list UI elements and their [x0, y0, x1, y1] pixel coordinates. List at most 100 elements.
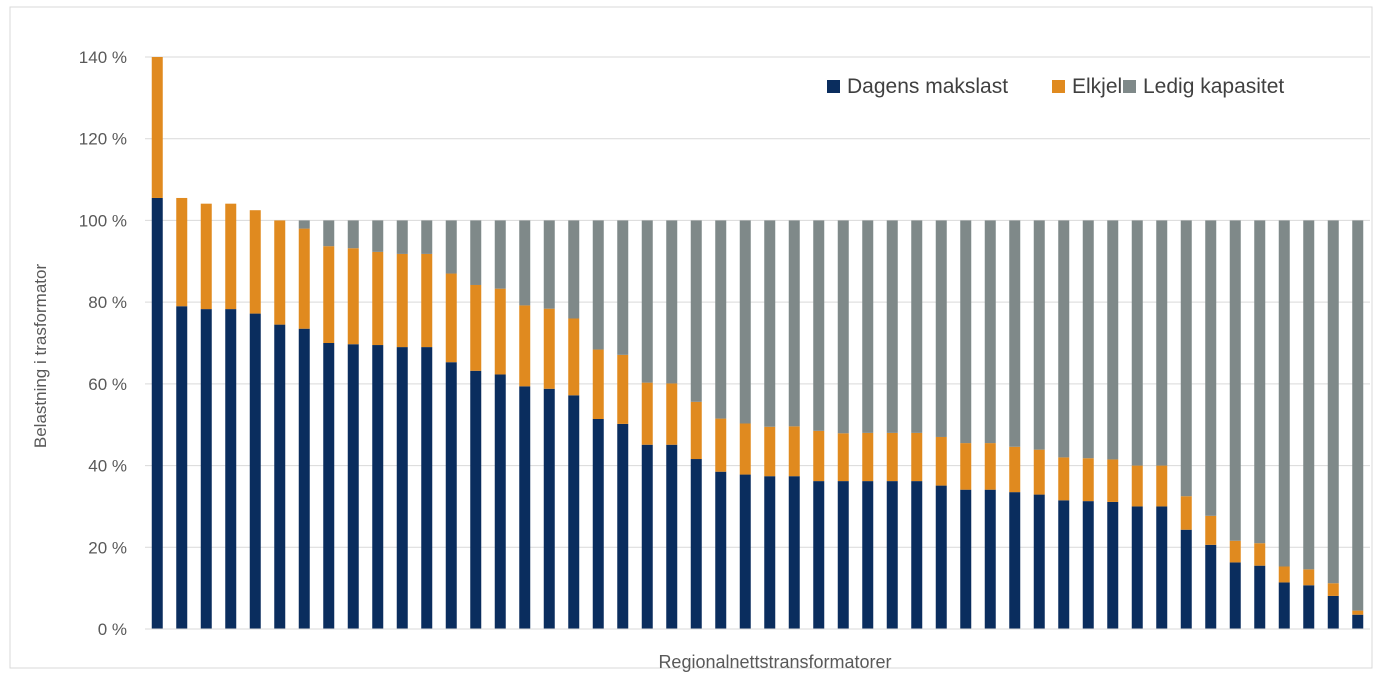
bar-segment-elkjel — [715, 418, 727, 472]
bar-stack — [176, 197, 188, 629]
bar-segment-elkjel — [1033, 449, 1045, 495]
bar-segment-ledig-kapasitet — [935, 220, 947, 437]
bar-stack — [1107, 220, 1119, 629]
bar-segment-dagens-makslast — [445, 362, 457, 629]
bar-segment-elkjel — [1131, 465, 1143, 507]
bar-segment-elkjel — [200, 203, 212, 310]
bar-segment-elkjel — [837, 433, 849, 482]
bar-stack — [1303, 220, 1315, 629]
bar-segment-ledig-kapasitet — [1058, 220, 1070, 458]
bar-segment-dagens-makslast — [911, 481, 923, 629]
bar-segment-ledig-kapasitet — [445, 220, 457, 274]
bar-stack — [739, 220, 751, 629]
bar-segment-ledig-kapasitet — [666, 220, 678, 384]
bar-segment-dagens-makslast — [935, 485, 947, 629]
bar-segment-ledig-kapasitet — [886, 220, 898, 433]
x-axis-title: Regionalnettstransformatorer — [658, 652, 891, 672]
bar-stack — [715, 220, 727, 629]
bar-segment-elkjel — [911, 432, 923, 482]
bar-stack — [813, 220, 825, 629]
bar-segment-dagens-makslast — [1156, 506, 1168, 629]
bar-segment-dagens-makslast — [592, 418, 604, 629]
bar-segment-ledig-kapasitet — [641, 220, 653, 383]
bar-segment-ledig-kapasitet — [396, 220, 408, 254]
bar-segment-ledig-kapasitet — [1107, 220, 1119, 460]
bar-segment-dagens-makslast — [200, 309, 212, 629]
bar-segment-ledig-kapasitet — [347, 220, 359, 249]
bar-stack — [568, 220, 580, 629]
bar-segment-dagens-makslast — [1033, 494, 1045, 629]
bar-segment-dagens-makslast — [837, 481, 849, 629]
bar-segment-dagens-makslast — [1205, 544, 1217, 629]
bar-segment-elkjel — [176, 197, 188, 307]
bar-segment-elkjel — [690, 401, 702, 460]
y-tick-label: 0 % — [98, 620, 127, 639]
bar-stack — [274, 220, 286, 629]
bar-segment-dagens-makslast — [764, 476, 776, 629]
bar-segment-elkjel — [298, 228, 310, 329]
bar-stack — [494, 220, 506, 629]
bar-segment-elkjel — [494, 288, 506, 375]
bar-segment-dagens-makslast — [1009, 492, 1021, 629]
bar-stack — [690, 220, 702, 629]
bar-segment-ledig-kapasitet — [813, 220, 825, 431]
bar-segment-dagens-makslast — [249, 313, 261, 629]
bar-stack — [1033, 220, 1045, 629]
bar-segment-elkjel — [1205, 515, 1217, 545]
bar-stack — [788, 220, 800, 629]
bar-segment-ledig-kapasitet — [617, 220, 629, 355]
bar-segment-dagens-makslast — [298, 328, 310, 629]
bar-segment-elkjel — [592, 349, 604, 419]
bar-segment-dagens-makslast — [1082, 501, 1094, 629]
bar-stack — [372, 220, 384, 629]
bar-segment-ledig-kapasitet — [1205, 220, 1217, 516]
legend-item: Dagens makslast — [827, 75, 1008, 98]
bar-segment-elkjel — [862, 432, 874, 482]
bar-segment-elkjel — [1058, 457, 1070, 501]
bar-segment-dagens-makslast — [960, 489, 972, 629]
bar-segment-ledig-kapasitet — [543, 220, 555, 309]
bar-stack — [445, 220, 457, 629]
bar-stack — [1205, 220, 1217, 629]
bar-segment-dagens-makslast — [739, 474, 751, 629]
bar-segment-ledig-kapasitet — [1352, 220, 1364, 611]
bar-segment-elkjel — [519, 305, 531, 387]
legend-item: Elkjel — [1052, 75, 1122, 98]
y-tick-label: 40 % — [88, 457, 127, 476]
bar-segment-ledig-kapasitet — [298, 220, 310, 229]
bar-segment-dagens-makslast — [617, 423, 629, 629]
bar-segment-ledig-kapasitet — [715, 220, 727, 419]
bar-stack — [960, 220, 972, 629]
bar-stack — [911, 220, 923, 629]
legend-label: Elkjel — [1072, 75, 1122, 98]
bar-segment-ledig-kapasitet — [372, 220, 384, 252]
bar-segment-ledig-kapasitet — [1327, 220, 1339, 584]
bar-segment-ledig-kapasitet — [764, 220, 776, 427]
bar-segment-dagens-makslast — [1180, 529, 1192, 629]
bar-segment-ledig-kapasitet — [788, 220, 800, 427]
bar-segment-dagens-makslast — [690, 459, 702, 629]
bar-segment-ledig-kapasitet — [519, 220, 531, 306]
bar-segment-elkjel — [617, 354, 629, 424]
bar-stack — [592, 220, 604, 629]
bar-segment-elkjel — [886, 432, 898, 482]
bar-segment-elkjel — [984, 443, 996, 490]
bar-segment-elkjel — [1352, 610, 1364, 615]
bar-stack — [617, 220, 629, 629]
bar-segment-elkjel — [641, 382, 653, 445]
bar-stack — [1352, 220, 1364, 629]
bar-segment-elkjel — [1254, 543, 1266, 566]
legend: Dagens makslast Elkjel Ledig kapasitet — [827, 75, 1284, 98]
bar-segment-ledig-kapasitet — [470, 220, 482, 285]
legend-label: Ledig kapasitet — [1143, 75, 1284, 98]
bar-segment-dagens-makslast — [666, 444, 678, 629]
bar-segment-dagens-makslast — [396, 347, 408, 629]
bar-stack — [641, 220, 653, 629]
bar-segment-ledig-kapasitet — [323, 220, 335, 247]
bar-stack — [151, 57, 163, 629]
bar-segment-dagens-makslast — [1131, 506, 1143, 629]
legend-swatch — [1052, 80, 1065, 93]
bar-segment-dagens-makslast — [1327, 595, 1339, 629]
bar-segment-dagens-makslast — [1254, 565, 1266, 629]
